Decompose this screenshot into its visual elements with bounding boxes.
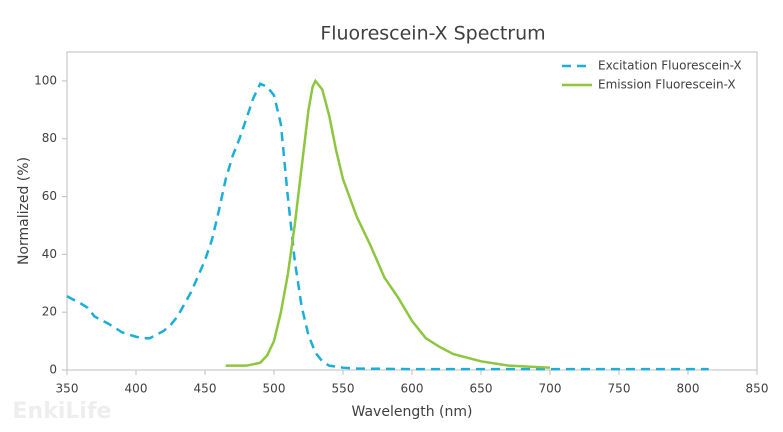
y-tick-label: 60 [42, 189, 57, 203]
x-tick-label: 650 [470, 382, 493, 396]
chart-title: Fluorescein-X Spectrum [320, 23, 545, 45]
series-line [225, 78, 551, 369]
x-tick-label: 600 [401, 382, 424, 396]
y-tick-label: 0 [49, 363, 57, 377]
legend-label: Excitation Fluorescein-X [598, 59, 742, 73]
x-tick-label: 800 [677, 382, 700, 396]
x-tick-label: 850 [746, 382, 769, 396]
x-axis-label: Wavelength (nm) [352, 404, 473, 420]
y-tick-label: 100 [34, 73, 57, 87]
watermark: EnkiLife [13, 399, 112, 424]
y-tick-label: 80 [42, 131, 57, 145]
x-tick-label: 450 [194, 382, 217, 396]
x-tick-label: 400 [125, 382, 148, 396]
y-tick-label: 40 [42, 247, 57, 261]
x-tick-label: 700 [539, 382, 562, 396]
series-line [66, 82, 709, 371]
x-tick-label: 750 [608, 382, 631, 396]
x-tick-label: 550 [332, 382, 355, 396]
y-axis-label: Normalized (%) [16, 157, 32, 265]
legend-label: Emission Fluorescein-X [598, 78, 736, 92]
x-tick-label: 500 [263, 382, 286, 396]
x-tick-label: 350 [56, 382, 79, 396]
y-tick-label: 20 [42, 305, 57, 319]
